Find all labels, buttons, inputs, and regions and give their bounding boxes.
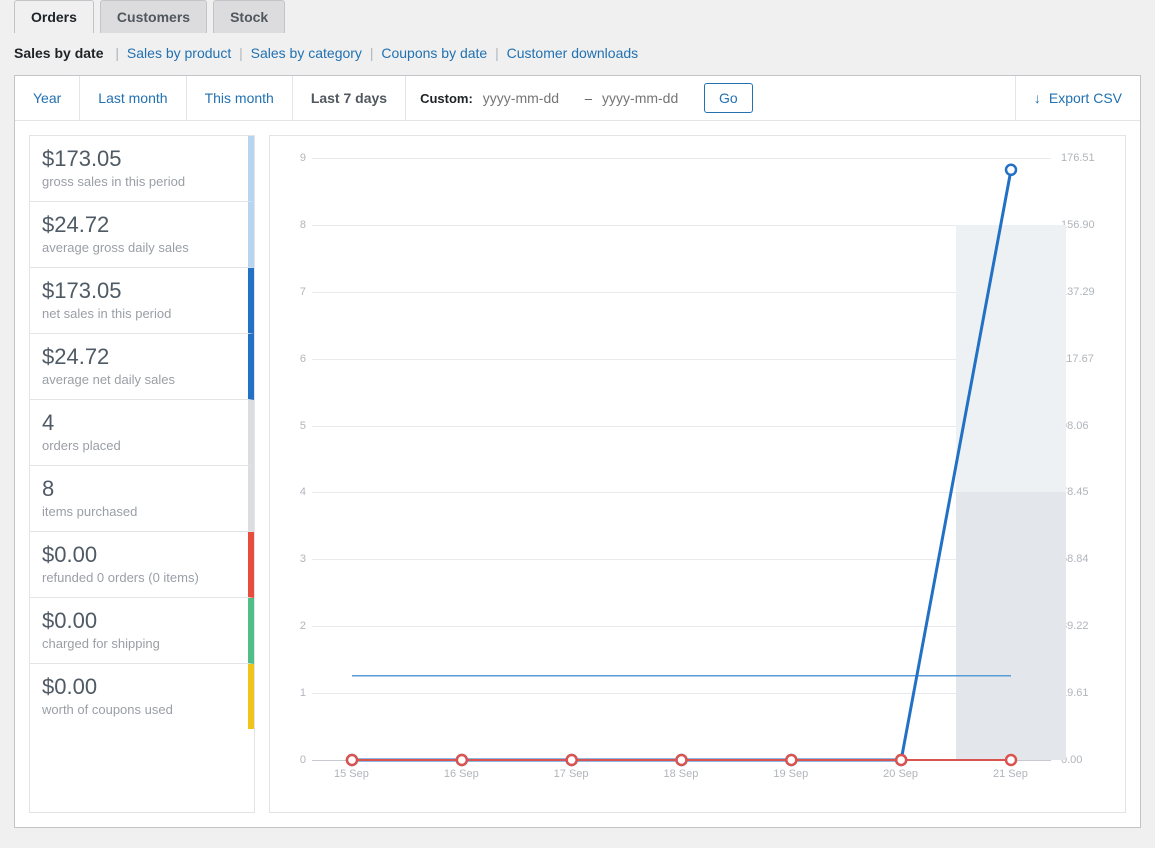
chart-svg xyxy=(284,150,1111,790)
stat-value: 4 xyxy=(42,410,236,436)
stat-label: net sales in this period xyxy=(42,306,236,321)
range-year[interactable]: Year xyxy=(15,76,80,120)
range-last-month[interactable]: Last month xyxy=(80,76,186,120)
refunds-marker xyxy=(786,755,796,765)
stat-label: refunded 0 orders (0 items) xyxy=(42,570,236,585)
stat-card[interactable]: $0.00 refunded 0 orders (0 items) xyxy=(30,532,254,598)
range-this-month[interactable]: This month xyxy=(187,76,293,120)
subnav-category[interactable]: Sales by category xyxy=(251,45,362,61)
range-custom: Custom: – Go xyxy=(406,76,767,120)
refunds-marker xyxy=(347,755,357,765)
stat-value: $24.72 xyxy=(42,212,236,238)
stat-value: $173.05 xyxy=(42,146,236,172)
stat-value: $24.72 xyxy=(42,344,236,370)
report-panel: Year Last month This month Last 7 days C… xyxy=(14,75,1141,828)
refunds-marker xyxy=(896,755,906,765)
stat-card[interactable]: $24.72 average net daily sales xyxy=(30,334,254,400)
stat-label: average net daily sales xyxy=(42,372,236,387)
stat-label: average gross daily sales xyxy=(42,240,236,255)
date-to-input[interactable] xyxy=(602,90,694,106)
stat-card[interactable]: $0.00 charged for shipping xyxy=(30,598,254,664)
stat-value: $0.00 xyxy=(42,674,236,700)
main-tabs: Orders Customers Stock xyxy=(14,0,1141,33)
refunds-marker xyxy=(567,755,577,765)
stat-value: $0.00 xyxy=(42,542,236,568)
refunds-marker xyxy=(457,755,467,765)
stat-card[interactable]: $24.72 average gross daily sales xyxy=(30,202,254,268)
net-sales-line xyxy=(352,170,1011,760)
stat-value: $0.00 xyxy=(42,608,236,634)
subnav-coupons[interactable]: Coupons by date xyxy=(381,45,487,61)
stat-label: worth of coupons used xyxy=(42,702,236,717)
subnav-downloads[interactable]: Customer downloads xyxy=(507,45,639,61)
range-last-7-days[interactable]: Last 7 days xyxy=(293,76,406,120)
tab-orders[interactable]: Orders xyxy=(14,0,94,33)
stat-label: charged for shipping xyxy=(42,636,236,651)
stat-card[interactable]: $0.00 worth of coupons used xyxy=(30,664,254,729)
stat-card[interactable]: $173.05 gross sales in this period xyxy=(30,136,254,202)
stat-card[interactable]: 4 orders placed xyxy=(30,400,254,466)
stat-card[interactable]: $173.05 net sales in this period xyxy=(30,268,254,334)
date-dash: – xyxy=(585,91,592,106)
export-label: Export CSV xyxy=(1049,90,1122,106)
stat-value: $173.05 xyxy=(42,278,236,304)
stat-value: 8 xyxy=(42,476,236,502)
date-range-bar: Year Last month This month Last 7 days C… xyxy=(15,76,1140,121)
subnav-active-label: Sales by date xyxy=(14,45,104,61)
tab-customers[interactable]: Customers xyxy=(100,0,207,33)
custom-label: Custom: xyxy=(420,91,473,106)
download-icon: ↓ xyxy=(1034,90,1041,106)
chart-area: 00.00119.61239.22358.84478.45598.066117.… xyxy=(269,135,1126,813)
go-button[interactable]: Go xyxy=(704,83,753,113)
stat-label: items purchased xyxy=(42,504,236,519)
export-csv-button[interactable]: ↓ Export CSV xyxy=(1015,76,1140,120)
stats-sidebar: $173.05 gross sales in this period $24.72 a… xyxy=(29,135,255,813)
tab-stock[interactable]: Stock xyxy=(213,0,285,33)
date-from-input[interactable] xyxy=(483,90,575,106)
sub-nav: Sales by date | Sales by product | Sales… xyxy=(14,33,1141,75)
stat-label: gross sales in this period xyxy=(42,174,236,189)
net-sales-marker xyxy=(1006,165,1016,175)
stat-label: orders placed xyxy=(42,438,236,453)
subnav-product[interactable]: Sales by product xyxy=(127,45,231,61)
refunds-marker xyxy=(677,755,687,765)
stat-card[interactable]: 8 items purchased xyxy=(30,466,254,532)
refunds-marker xyxy=(1006,755,1016,765)
